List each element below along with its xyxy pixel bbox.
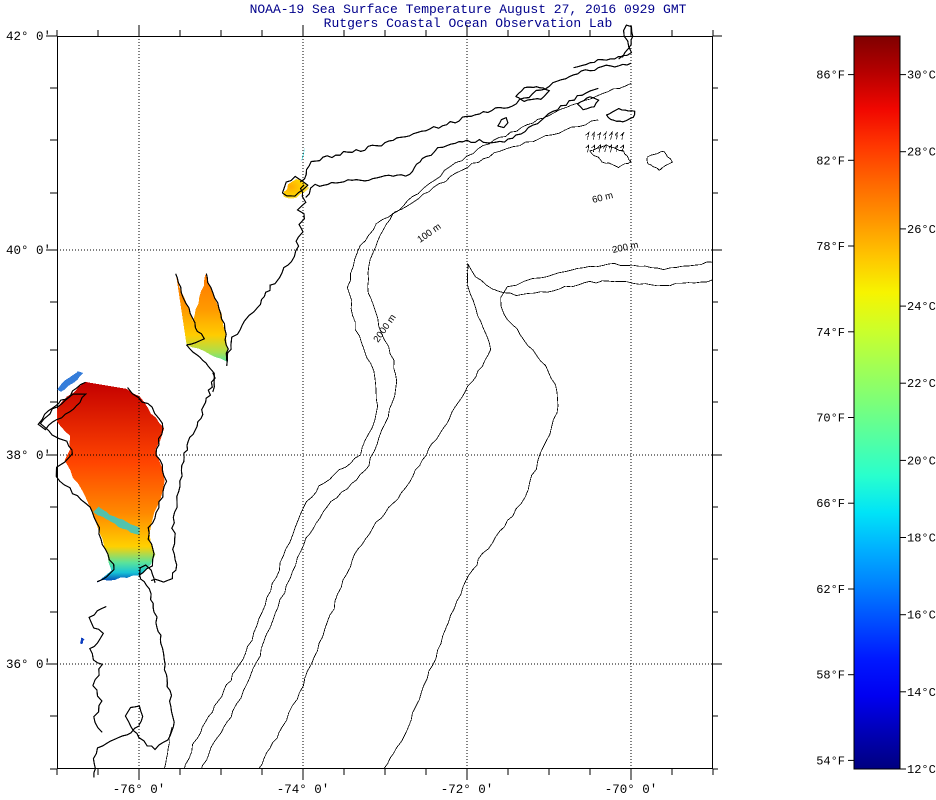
svg-text:40° 0': 40° 0' xyxy=(6,244,51,258)
svg-text:38° 0': 38° 0' xyxy=(6,449,51,463)
svg-text:-70° 0': -70° 0' xyxy=(605,783,658,797)
svg-text:14°C: 14°C xyxy=(907,686,936,700)
svg-text:22°C: 22°C xyxy=(907,377,936,391)
svg-text:86°F: 86°F xyxy=(816,69,845,83)
svg-text:16°C: 16°C xyxy=(907,609,936,623)
svg-text:30°C: 30°C xyxy=(907,69,936,83)
svg-text:28°C: 28°C xyxy=(907,146,936,160)
svg-text:12°C: 12°C xyxy=(907,763,936,777)
svg-text:82°F: 82°F xyxy=(816,154,845,168)
svg-text:74°F: 74°F xyxy=(816,326,845,340)
svg-text:58°F: 58°F xyxy=(816,669,845,683)
svg-text:70°F: 70°F xyxy=(816,412,845,426)
svg-text:66°F: 66°F xyxy=(816,497,845,511)
svg-text:20°C: 20°C xyxy=(907,454,936,468)
svg-text:54°F: 54°F xyxy=(816,754,845,768)
svg-text:24°C: 24°C xyxy=(907,300,936,314)
svg-text:-76° 0': -76° 0' xyxy=(113,783,166,797)
svg-text:-74° 0': -74° 0' xyxy=(277,783,330,797)
svg-text:36° 0': 36° 0' xyxy=(6,658,51,672)
svg-text:-72° 0': -72° 0' xyxy=(441,783,494,797)
svg-text:42° 0': 42° 0' xyxy=(6,30,51,44)
svg-text:18°C: 18°C xyxy=(907,532,936,546)
svg-text:26°C: 26°C xyxy=(907,223,936,237)
svg-text:78°F: 78°F xyxy=(816,240,845,254)
svg-text:62°F: 62°F xyxy=(816,583,845,597)
